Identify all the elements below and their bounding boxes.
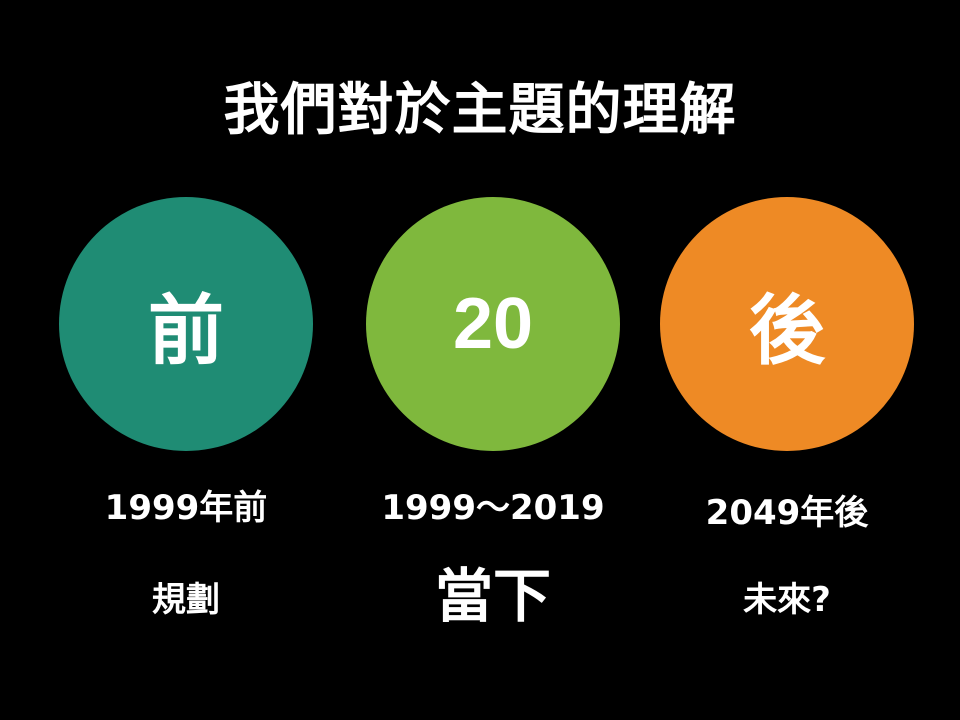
year-label-before: 1999年前 <box>104 488 268 528</box>
circle-after: 後 <box>660 197 914 451</box>
circle-after-text: 後 <box>749 286 825 375</box>
circle-before-text: 前 <box>148 286 224 375</box>
description-plan: 規劃 <box>152 580 220 620</box>
slide-title: 我們對於主題的理解 <box>223 78 737 143</box>
description-present: 當下 <box>434 562 551 630</box>
circle-twenty-text: 20 <box>452 284 534 364</box>
year-label-after: 2049年後 <box>705 493 869 533</box>
description-future: 未來? <box>743 580 831 620</box>
circle-twenty: 20 <box>366 197 620 451</box>
year-label-present: 1999～2019 <box>381 488 605 528</box>
circle-before: 前 <box>59 197 313 451</box>
